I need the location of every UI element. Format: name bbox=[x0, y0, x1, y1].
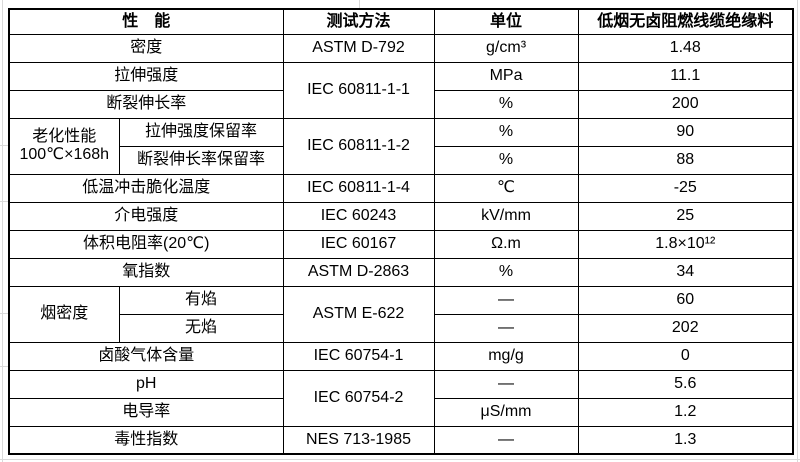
group-cell-smoke-density: 烟密度 bbox=[8, 285, 120, 343]
value-cell: -25 bbox=[577, 173, 794, 203]
excel-gridline bbox=[0, 459, 800, 460]
group-cell-aging: 老化性能 100℃×168h bbox=[8, 117, 120, 175]
method-cell: NES 713-1985 bbox=[282, 425, 435, 455]
unit-cell: MPa bbox=[433, 61, 579, 91]
excel-gridline bbox=[0, 313, 8, 314]
method-cell: IEC 60811-1-1 bbox=[282, 61, 435, 119]
method-cell: ASTM D-2863 bbox=[282, 257, 435, 287]
method-cell: ASTM E-622 bbox=[282, 285, 435, 343]
unit-cell: % bbox=[433, 89, 579, 119]
table-row-conductivity: 电导率 μS/mm 1.2 bbox=[8, 397, 794, 427]
unit-cell: Ω.m bbox=[433, 229, 579, 259]
property-cell: 低温冲击脆化温度 bbox=[8, 173, 284, 203]
table-row-low-temp-brittleness: 低温冲击脆化温度 IEC 60811-1-4 ℃ -25 bbox=[8, 173, 794, 203]
unit-cell: mg/g bbox=[433, 341, 579, 371]
excel-gridline bbox=[797, 0, 798, 462]
table-row-oxygen-index: 氧指数 ASTM D-2863 % 34 bbox=[8, 257, 794, 287]
method-cell: IEC 60243 bbox=[282, 201, 435, 231]
property-cell: 拉伸强度 bbox=[8, 61, 284, 91]
header-unit: 单位 bbox=[433, 8, 579, 35]
header-property: 性 能 bbox=[8, 8, 284, 35]
property-cell: 毒性指数 bbox=[8, 425, 284, 455]
value-cell: 60 bbox=[577, 285, 794, 315]
excel-gridline bbox=[0, 366, 8, 367]
value-cell: 34 bbox=[577, 257, 794, 287]
unit-cell: — bbox=[433, 285, 579, 315]
unit-cell: % bbox=[433, 257, 579, 287]
value-cell: 5.6 bbox=[577, 369, 794, 399]
unit-cell: % bbox=[433, 117, 579, 147]
table-row-tensile-strength: 拉伸强度 IEC 60811-1-1 MPa 11.1 bbox=[8, 61, 794, 119]
method-cell: IEC 60811-1-2 bbox=[282, 117, 435, 175]
property-cell: 电导率 bbox=[8, 397, 284, 427]
value-cell: 1.2 bbox=[577, 397, 794, 427]
table-row-density: 密度 ASTM D-792 g/cm³ 1.48 bbox=[8, 33, 794, 63]
table-row-aging-tensile-retention: 老化性能 100℃×168h 拉伸强度保留率 IEC 60811-1-2 % 9… bbox=[8, 117, 794, 175]
unit-cell: — bbox=[433, 313, 579, 343]
property-cell: 无焰 bbox=[118, 313, 284, 343]
excel-gridline bbox=[0, 145, 8, 146]
method-cell: IEC 60811-1-4 bbox=[282, 173, 435, 203]
value-cell: 25 bbox=[577, 201, 794, 231]
table-row-elongation: 断裂伸长率 % 200 bbox=[8, 89, 794, 119]
property-cell: 体积电阻率(20℃) bbox=[8, 229, 284, 259]
property-cell: 卤酸气体含量 bbox=[8, 341, 284, 371]
property-cell: 密度 bbox=[8, 33, 284, 63]
value-cell: 1.48 bbox=[577, 33, 794, 63]
value-cell: 1.3 bbox=[577, 425, 794, 455]
property-cell: 氧指数 bbox=[8, 257, 284, 287]
table-row-volume-resistivity: 体积电阻率(20℃) IEC 60167 Ω.m 1.8×10¹² bbox=[8, 229, 794, 259]
value-cell: 11.1 bbox=[577, 61, 794, 91]
value-cell: 88 bbox=[577, 145, 794, 175]
header-material: 低烟无卤阻燃线缆绝缘料 bbox=[577, 8, 794, 35]
table-row-ph: pH IEC 60754-2 — 5.6 bbox=[8, 369, 794, 427]
excel-gridline bbox=[359, 0, 360, 8]
unit-cell: — bbox=[433, 425, 579, 455]
value-cell: 90 bbox=[577, 117, 794, 147]
table-row-toxicity-index: 毒性指数 NES 713-1985 — 1.3 bbox=[8, 425, 794, 455]
table-header-row: 性 能 测试方法 单位 低烟无卤阻燃线缆绝缘料 bbox=[8, 8, 794, 35]
table-row-dielectric-strength: 介电强度 IEC 60243 kV/mm 25 bbox=[8, 201, 794, 231]
property-cell: 介电强度 bbox=[8, 201, 284, 231]
property-cell: pH bbox=[8, 369, 284, 399]
method-cell: IEC 60754-1 bbox=[282, 341, 435, 371]
value-cell: 200 bbox=[577, 89, 794, 119]
excel-gridline bbox=[0, 201, 8, 202]
unit-cell: kV/mm bbox=[433, 201, 579, 231]
unit-cell: ℃ bbox=[433, 173, 579, 203]
property-cell: 断裂伸长率保留率 bbox=[118, 145, 284, 175]
table-row-smoke-density-flaming: 烟密度 有焰 ASTM E-622 — 60 bbox=[8, 285, 794, 343]
value-cell: 202 bbox=[577, 313, 794, 343]
table-row-smoke-density-nonflaming: 无焰 — 202 bbox=[9, 313, 794, 343]
table-row-aging-elongation-retention: 断裂伸长率保留率 % 88 bbox=[9, 145, 794, 175]
unit-cell: — bbox=[433, 369, 579, 399]
property-cell: 有焰 bbox=[118, 285, 284, 315]
unit-cell: % bbox=[433, 145, 579, 175]
property-cell: 断裂伸长率 bbox=[8, 89, 284, 119]
value-cell: 0 bbox=[577, 341, 794, 371]
excel-gridline bbox=[2, 0, 3, 462]
unit-cell: g/cm³ bbox=[433, 33, 579, 63]
method-cell: ASTM D-792 bbox=[282, 33, 435, 63]
method-cell: IEC 60167 bbox=[282, 229, 435, 259]
unit-cell: μS/mm bbox=[433, 397, 579, 427]
value-cell: 1.8×10¹² bbox=[577, 229, 794, 259]
table-row-halogen-acid-gas: 卤酸气体含量 IEC 60754-1 mg/g 0 bbox=[8, 341, 794, 371]
material-properties-table: 性 能 测试方法 单位 低烟无卤阻燃线缆绝缘料 密度 ASTM D-792 g/… bbox=[8, 8, 795, 455]
header-test-method: 测试方法 bbox=[282, 8, 435, 35]
method-cell: IEC 60754-2 bbox=[282, 369, 435, 427]
property-cell: 拉伸强度保留率 bbox=[118, 117, 284, 147]
